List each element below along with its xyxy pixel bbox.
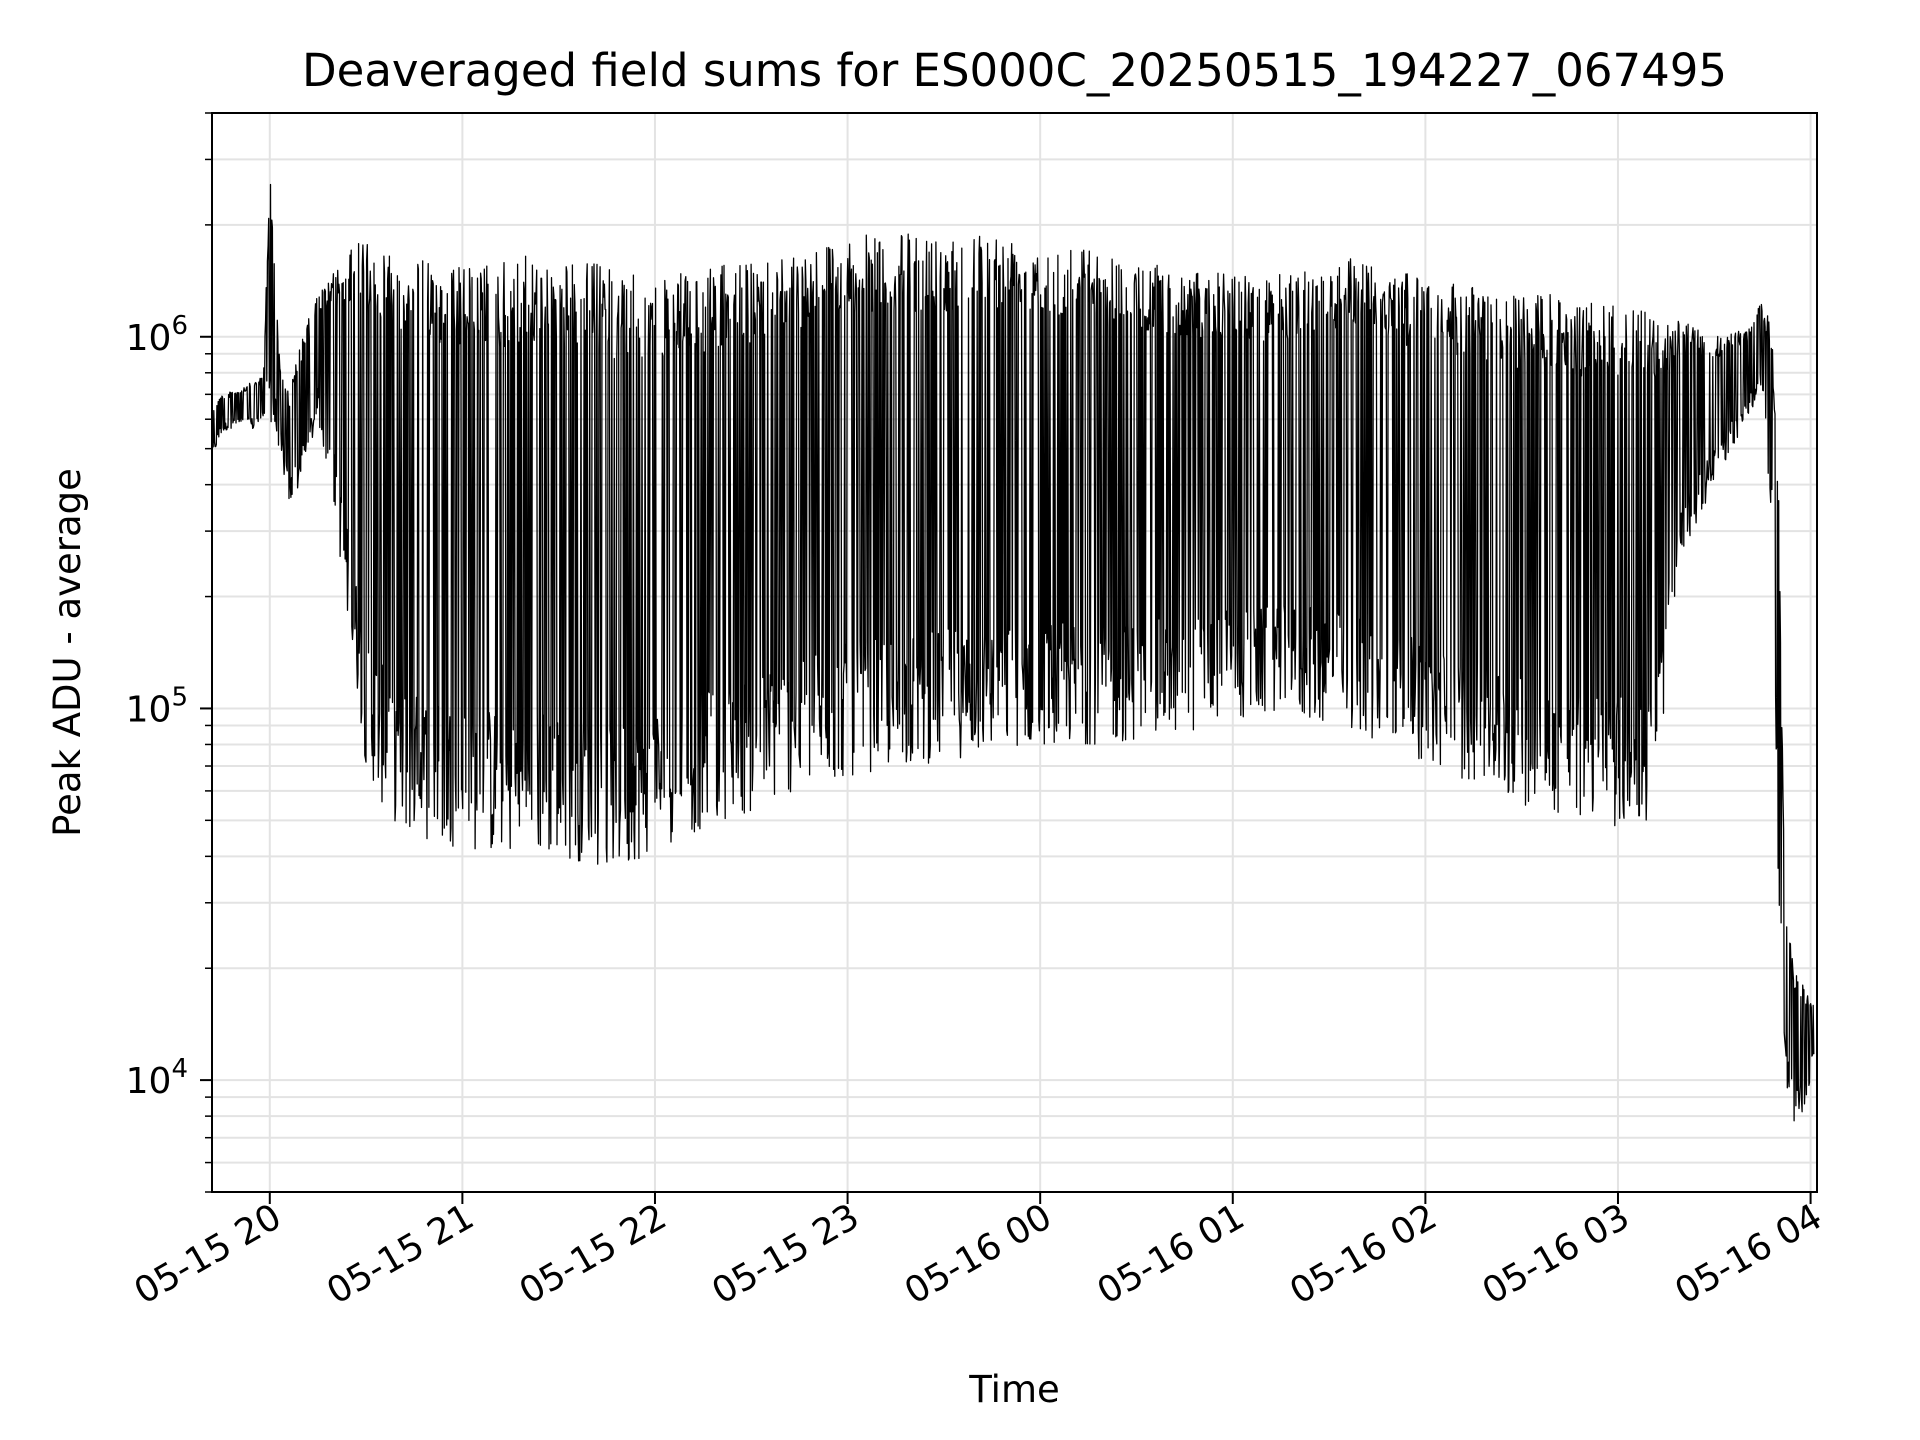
- x-tick-label: 05-16 01: [1091, 1196, 1252, 1312]
- y-axis-label: Peak ADU - average: [46, 468, 89, 837]
- x-tick-label: 05-15 23: [705, 1196, 866, 1312]
- chart-title: Deaveraged field sums for ES000C_2025051…: [302, 44, 1727, 97]
- x-axis: 05-15 20 05-15 21 05-15 22 05-15 23 05-16 00…: [128, 1192, 1829, 1313]
- x-tick-label: 05-16 00: [898, 1196, 1059, 1312]
- plot-area: [211, 183, 1815, 1122]
- y-tick-label: 104: [126, 1054, 188, 1102]
- series-line: [211, 183, 1815, 1122]
- y-tick-label: 105: [126, 682, 188, 730]
- x-tick-label: 05-16 03: [1476, 1196, 1637, 1312]
- x-tick-label: 05-15 20: [128, 1196, 289, 1312]
- x-tick-label: 05-16 04: [1668, 1196, 1829, 1312]
- y-tick-label: 106: [126, 311, 188, 359]
- plot-frame: [211, 112, 1818, 1193]
- x-tick-label: 05-16 02: [1283, 1196, 1444, 1312]
- y-axis: 104 105 106: [126, 112, 212, 1193]
- x-axis-label: Time: [968, 1368, 1060, 1411]
- x-tick-label: 05-15 21: [320, 1196, 481, 1312]
- x-tick-label: 05-15 22: [513, 1196, 674, 1312]
